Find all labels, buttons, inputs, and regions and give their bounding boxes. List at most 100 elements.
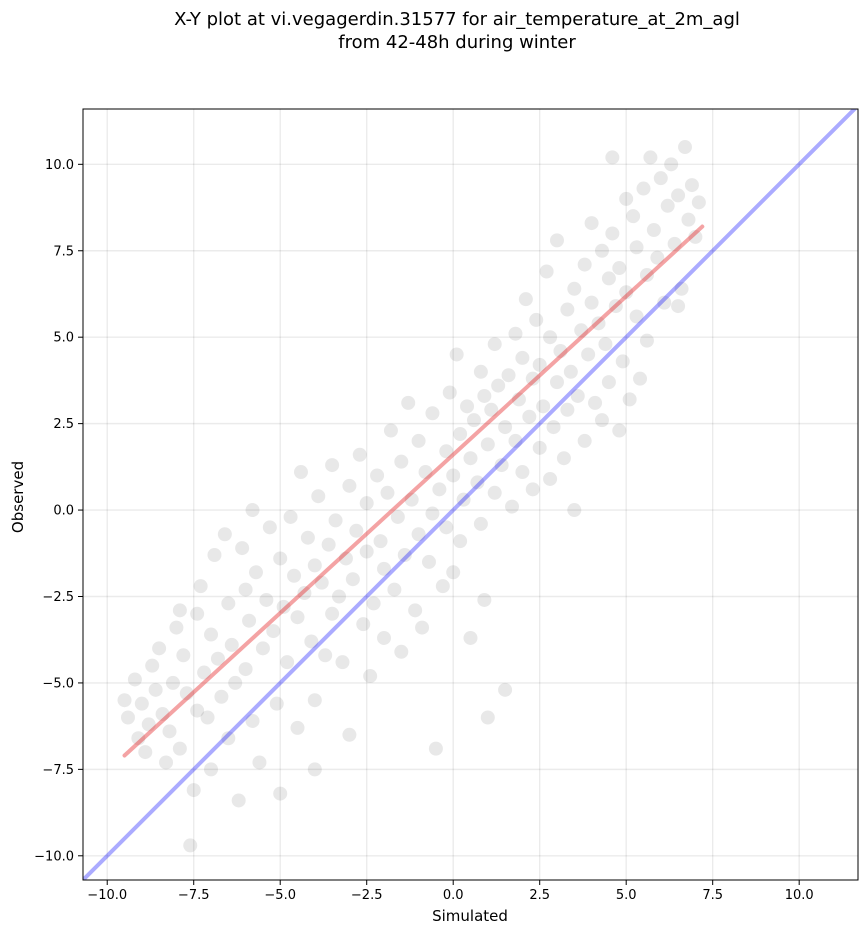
data-point-38 bbox=[238, 582, 253, 597]
data-point-204 bbox=[691, 195, 706, 210]
data-point-134 bbox=[501, 368, 516, 383]
data-point-126 bbox=[480, 710, 495, 725]
data-point-5 bbox=[138, 745, 153, 760]
y-tick-label-6: 5.0 bbox=[53, 331, 74, 346]
data-point-201 bbox=[681, 212, 696, 227]
data-point-208 bbox=[307, 762, 322, 777]
y-tick-label-8: 10.0 bbox=[45, 158, 74, 173]
data-point-72 bbox=[335, 655, 350, 670]
data-point-209 bbox=[477, 592, 492, 607]
data-point-133 bbox=[498, 682, 513, 697]
data-point-191 bbox=[646, 223, 661, 238]
data-point-76 bbox=[345, 572, 360, 587]
data-point-113 bbox=[449, 347, 464, 362]
data-point-152 bbox=[546, 420, 561, 435]
data-point-24 bbox=[197, 665, 212, 680]
x-tick-label-5: 2.5 bbox=[529, 888, 550, 903]
y-tick-label-4: 0.0 bbox=[53, 504, 74, 519]
data-point-52 bbox=[276, 599, 291, 614]
data-point-153 bbox=[549, 375, 564, 390]
data-point-32 bbox=[221, 596, 236, 611]
data-point-22 bbox=[190, 703, 205, 718]
data-point-40 bbox=[242, 613, 257, 628]
data-point-202 bbox=[684, 178, 699, 193]
data-point-73 bbox=[338, 551, 353, 566]
data-point-168 bbox=[584, 216, 599, 231]
data-point-137 bbox=[508, 433, 523, 448]
data-point-190 bbox=[639, 333, 654, 348]
reference-lines bbox=[83, 109, 858, 880]
data-point-19 bbox=[183, 838, 198, 853]
data-point-75 bbox=[342, 727, 357, 742]
data-point-0 bbox=[117, 693, 132, 708]
data-point-112 bbox=[446, 468, 461, 483]
data-point-108 bbox=[439, 444, 454, 459]
data-point-161 bbox=[567, 503, 582, 518]
data-point-3 bbox=[131, 731, 146, 746]
data-point-109 bbox=[439, 520, 454, 535]
data-point-68 bbox=[325, 606, 340, 621]
data-point-9 bbox=[152, 641, 167, 656]
data-point-177 bbox=[608, 299, 623, 314]
data-point-97 bbox=[408, 603, 423, 618]
data-point-20 bbox=[186, 783, 201, 798]
x-tick-label-3: −2.5 bbox=[351, 888, 383, 903]
data-point-192 bbox=[650, 250, 665, 265]
data-point-98 bbox=[411, 527, 426, 542]
data-point-104 bbox=[425, 406, 440, 421]
data-point-25 bbox=[200, 710, 215, 725]
data-point-171 bbox=[594, 243, 609, 258]
data-point-10 bbox=[155, 707, 170, 722]
data-point-167 bbox=[584, 295, 599, 310]
data-point-6 bbox=[141, 717, 156, 732]
data-point-92 bbox=[394, 644, 409, 659]
data-point-18 bbox=[179, 686, 194, 701]
data-point-198 bbox=[671, 188, 686, 203]
data-point-27 bbox=[204, 762, 219, 777]
data-point-93 bbox=[394, 454, 409, 469]
data-point-95 bbox=[401, 395, 416, 410]
x-axis-label: Simulated bbox=[432, 907, 508, 925]
data-point-186 bbox=[629, 240, 644, 255]
data-point-30 bbox=[214, 689, 229, 704]
data-point-45 bbox=[255, 641, 270, 656]
data-point-149 bbox=[539, 264, 554, 279]
data-point-148 bbox=[536, 399, 551, 414]
data-point-105 bbox=[428, 741, 443, 756]
data-point-179 bbox=[612, 261, 627, 276]
fit-line bbox=[122, 224, 705, 758]
data-point-26 bbox=[204, 627, 219, 642]
data-point-88 bbox=[380, 485, 395, 500]
data-point-147 bbox=[532, 357, 547, 372]
data-point-1 bbox=[120, 710, 135, 725]
axes: −10.0 −7.5 −5.0 −2.5 0.0 2.5 5.0 7.5 10.0 −10.0 −7… bbox=[34, 108, 859, 903]
data-point-155 bbox=[553, 344, 568, 359]
data-point-203 bbox=[688, 229, 703, 244]
data-point-70 bbox=[328, 513, 343, 528]
data-point-158 bbox=[560, 402, 575, 417]
data-point-87 bbox=[377, 561, 392, 576]
data-point-130 bbox=[491, 378, 506, 393]
data-point-33 bbox=[221, 731, 236, 746]
data-point-169 bbox=[588, 395, 603, 410]
data-point-139 bbox=[515, 350, 530, 365]
data-point-159 bbox=[563, 364, 578, 379]
data-point-16 bbox=[172, 741, 187, 756]
data-point-4 bbox=[134, 696, 149, 711]
data-point-189 bbox=[639, 267, 654, 282]
data-point-28 bbox=[207, 548, 222, 563]
data-point-151 bbox=[543, 330, 558, 345]
data-point-46 bbox=[259, 592, 274, 607]
data-point-193 bbox=[653, 171, 668, 186]
data-point-117 bbox=[460, 399, 475, 414]
identity-line bbox=[83, 109, 858, 880]
data-point-157 bbox=[560, 302, 575, 317]
data-point-67 bbox=[321, 537, 336, 552]
data-point-44 bbox=[252, 755, 267, 770]
data-point-99 bbox=[411, 433, 426, 448]
x-tick-label-7: 7.5 bbox=[702, 888, 723, 903]
data-point-196 bbox=[664, 157, 679, 172]
data-point-180 bbox=[615, 354, 630, 369]
x-tick-label-8: 10.0 bbox=[785, 888, 814, 903]
